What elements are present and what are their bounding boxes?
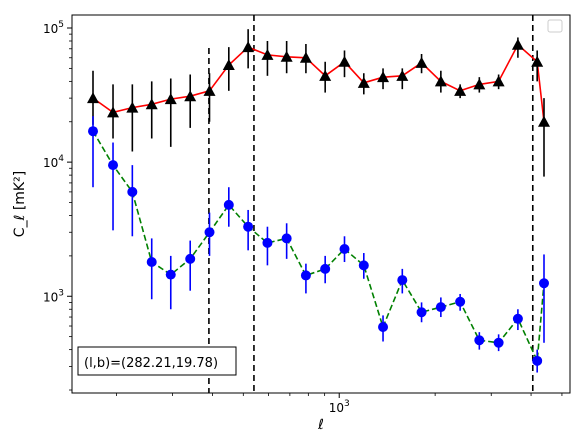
data-point-triangle [203,84,216,96]
data-point-triangle [511,38,524,50]
data-point-triangle [280,50,293,62]
series-2 [88,116,549,373]
data-point-circle [243,221,254,232]
data-point-circle [512,313,523,324]
y-tick-label: 103 [43,288,64,304]
series-layer [87,29,550,373]
data-point-circle [88,126,98,137]
data-point-circle [108,160,119,171]
data-point-circle [539,278,549,289]
data-point-triangle [492,75,505,87]
data-point-circle [320,263,331,274]
data-point-circle [204,227,215,238]
data-point-triangle [126,101,139,113]
data-point-triangle [222,58,235,70]
data-point-triangle [319,69,332,81]
x-tick-label: 103 [329,399,350,415]
data-point-triangle [377,71,390,83]
x-axis-label: ℓ [317,417,324,433]
data-point-circle [300,270,311,281]
data-point-circle [435,302,446,313]
data-point-triangle [87,92,99,104]
data-point-triangle [107,106,120,118]
data-point-triangle [396,69,409,81]
data-point-circle [416,307,427,318]
data-point-triangle [434,75,447,87]
data-point-circle [378,321,389,332]
data-point-triangle [145,98,158,110]
data-point-triangle [473,78,486,90]
data-point-triangle [299,51,312,63]
data-point-triangle [261,48,274,60]
data-point-triangle [454,84,467,96]
data-point-triangle [415,56,428,68]
data-point-triangle [357,76,370,88]
data-point-triangle [338,55,351,67]
annotation-text: (l,b)=(282.21,19.78) [84,356,218,371]
data-point-triangle [531,55,544,67]
annotation-frame [77,346,237,376]
data-point-circle [146,257,157,268]
plot-frame [71,14,571,394]
legend-box [547,19,563,33]
data-point-circle [455,296,466,307]
data-point-circle [358,260,369,271]
data-point-circle [262,237,273,248]
data-point-circle [532,355,543,366]
data-point-triangle [184,90,197,102]
data-point-circle [281,233,292,244]
data-point-circle [474,335,485,346]
data-point-circle [223,199,234,210]
y-tick-label: 105 [43,20,64,36]
data-point-triangle [242,41,255,53]
data-point-triangle [164,93,177,105]
data-point-circle [185,253,196,264]
data-point-circle [493,337,504,348]
data-point-triangle [538,115,550,127]
series-1 [87,29,550,177]
data-point-circle [339,244,350,255]
data-point-circle [397,275,408,286]
y-axis-label: C_ℓ [mK²] [12,171,28,237]
data-point-circle [127,186,138,197]
data-point-circle [165,269,176,280]
axis-ticks: 103 104 105 103 [43,20,563,415]
annotation-box: (l,b)=(282.21,19.78) [77,346,237,376]
y-tick-label: 104 [43,154,64,170]
